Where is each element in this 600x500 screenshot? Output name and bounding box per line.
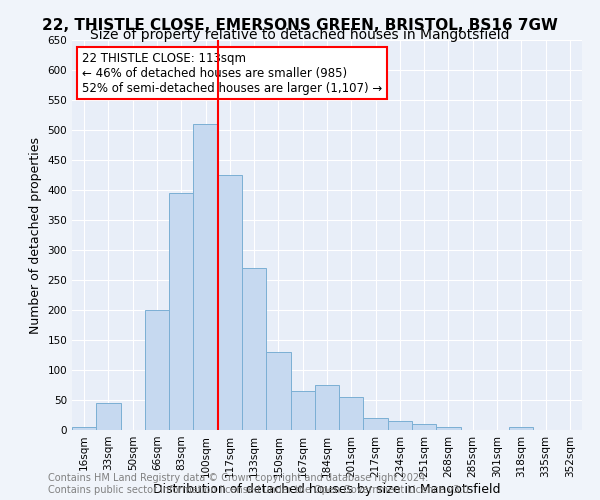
- Bar: [436, 427, 461, 430]
- X-axis label: Distribution of detached houses by size in Mangotsfield: Distribution of detached houses by size …: [153, 482, 501, 496]
- Bar: [364, 418, 388, 430]
- Text: 22, THISTLE CLOSE, EMERSONS GREEN, BRISTOL, BS16 7GW: 22, THISTLE CLOSE, EMERSONS GREEN, BRIST…: [42, 18, 558, 32]
- Bar: [193, 124, 218, 430]
- Bar: [145, 310, 169, 430]
- Bar: [218, 175, 242, 430]
- Bar: [509, 427, 533, 430]
- Text: 22 THISTLE CLOSE: 113sqm
← 46% of detached houses are smaller (985)
52% of semi-: 22 THISTLE CLOSE: 113sqm ← 46% of detach…: [82, 52, 382, 94]
- Bar: [169, 193, 193, 430]
- Bar: [290, 391, 315, 430]
- Bar: [96, 403, 121, 430]
- Text: Size of property relative to detached houses in Mangotsfield: Size of property relative to detached ho…: [90, 28, 510, 42]
- Bar: [315, 385, 339, 430]
- Y-axis label: Number of detached properties: Number of detached properties: [29, 136, 42, 334]
- Bar: [266, 352, 290, 430]
- Text: Contains HM Land Registry data © Crown copyright and database right 2024.
Contai: Contains HM Land Registry data © Crown c…: [48, 474, 472, 495]
- Bar: [412, 424, 436, 430]
- Bar: [242, 268, 266, 430]
- Bar: [72, 427, 96, 430]
- Bar: [339, 397, 364, 430]
- Bar: [388, 421, 412, 430]
